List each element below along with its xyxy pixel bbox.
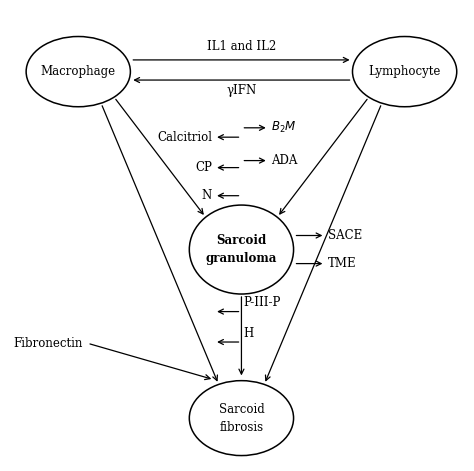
Text: Macrophage: Macrophage [41, 65, 116, 78]
Text: Lymphocyte: Lymphocyte [368, 65, 441, 78]
Text: H: H [244, 327, 254, 340]
Text: Fibronectin: Fibronectin [13, 337, 83, 349]
Text: Calcitriol: Calcitriol [157, 130, 212, 144]
Text: P-III-P: P-III-P [244, 296, 281, 309]
Text: Sarcoid
fibrosis: Sarcoid fibrosis [219, 403, 264, 434]
Text: CP: CP [195, 161, 212, 174]
Text: γIFN: γIFN [226, 84, 256, 97]
Text: Sarcoid
granuloma: Sarcoid granuloma [206, 234, 277, 265]
Text: ADA: ADA [271, 154, 297, 167]
Text: IL1 and IL2: IL1 and IL2 [207, 41, 276, 53]
Text: TME: TME [328, 257, 356, 270]
Text: N: N [202, 189, 212, 202]
Text: SACE: SACE [328, 229, 362, 242]
Text: $B_2M$: $B_2M$ [271, 120, 296, 135]
